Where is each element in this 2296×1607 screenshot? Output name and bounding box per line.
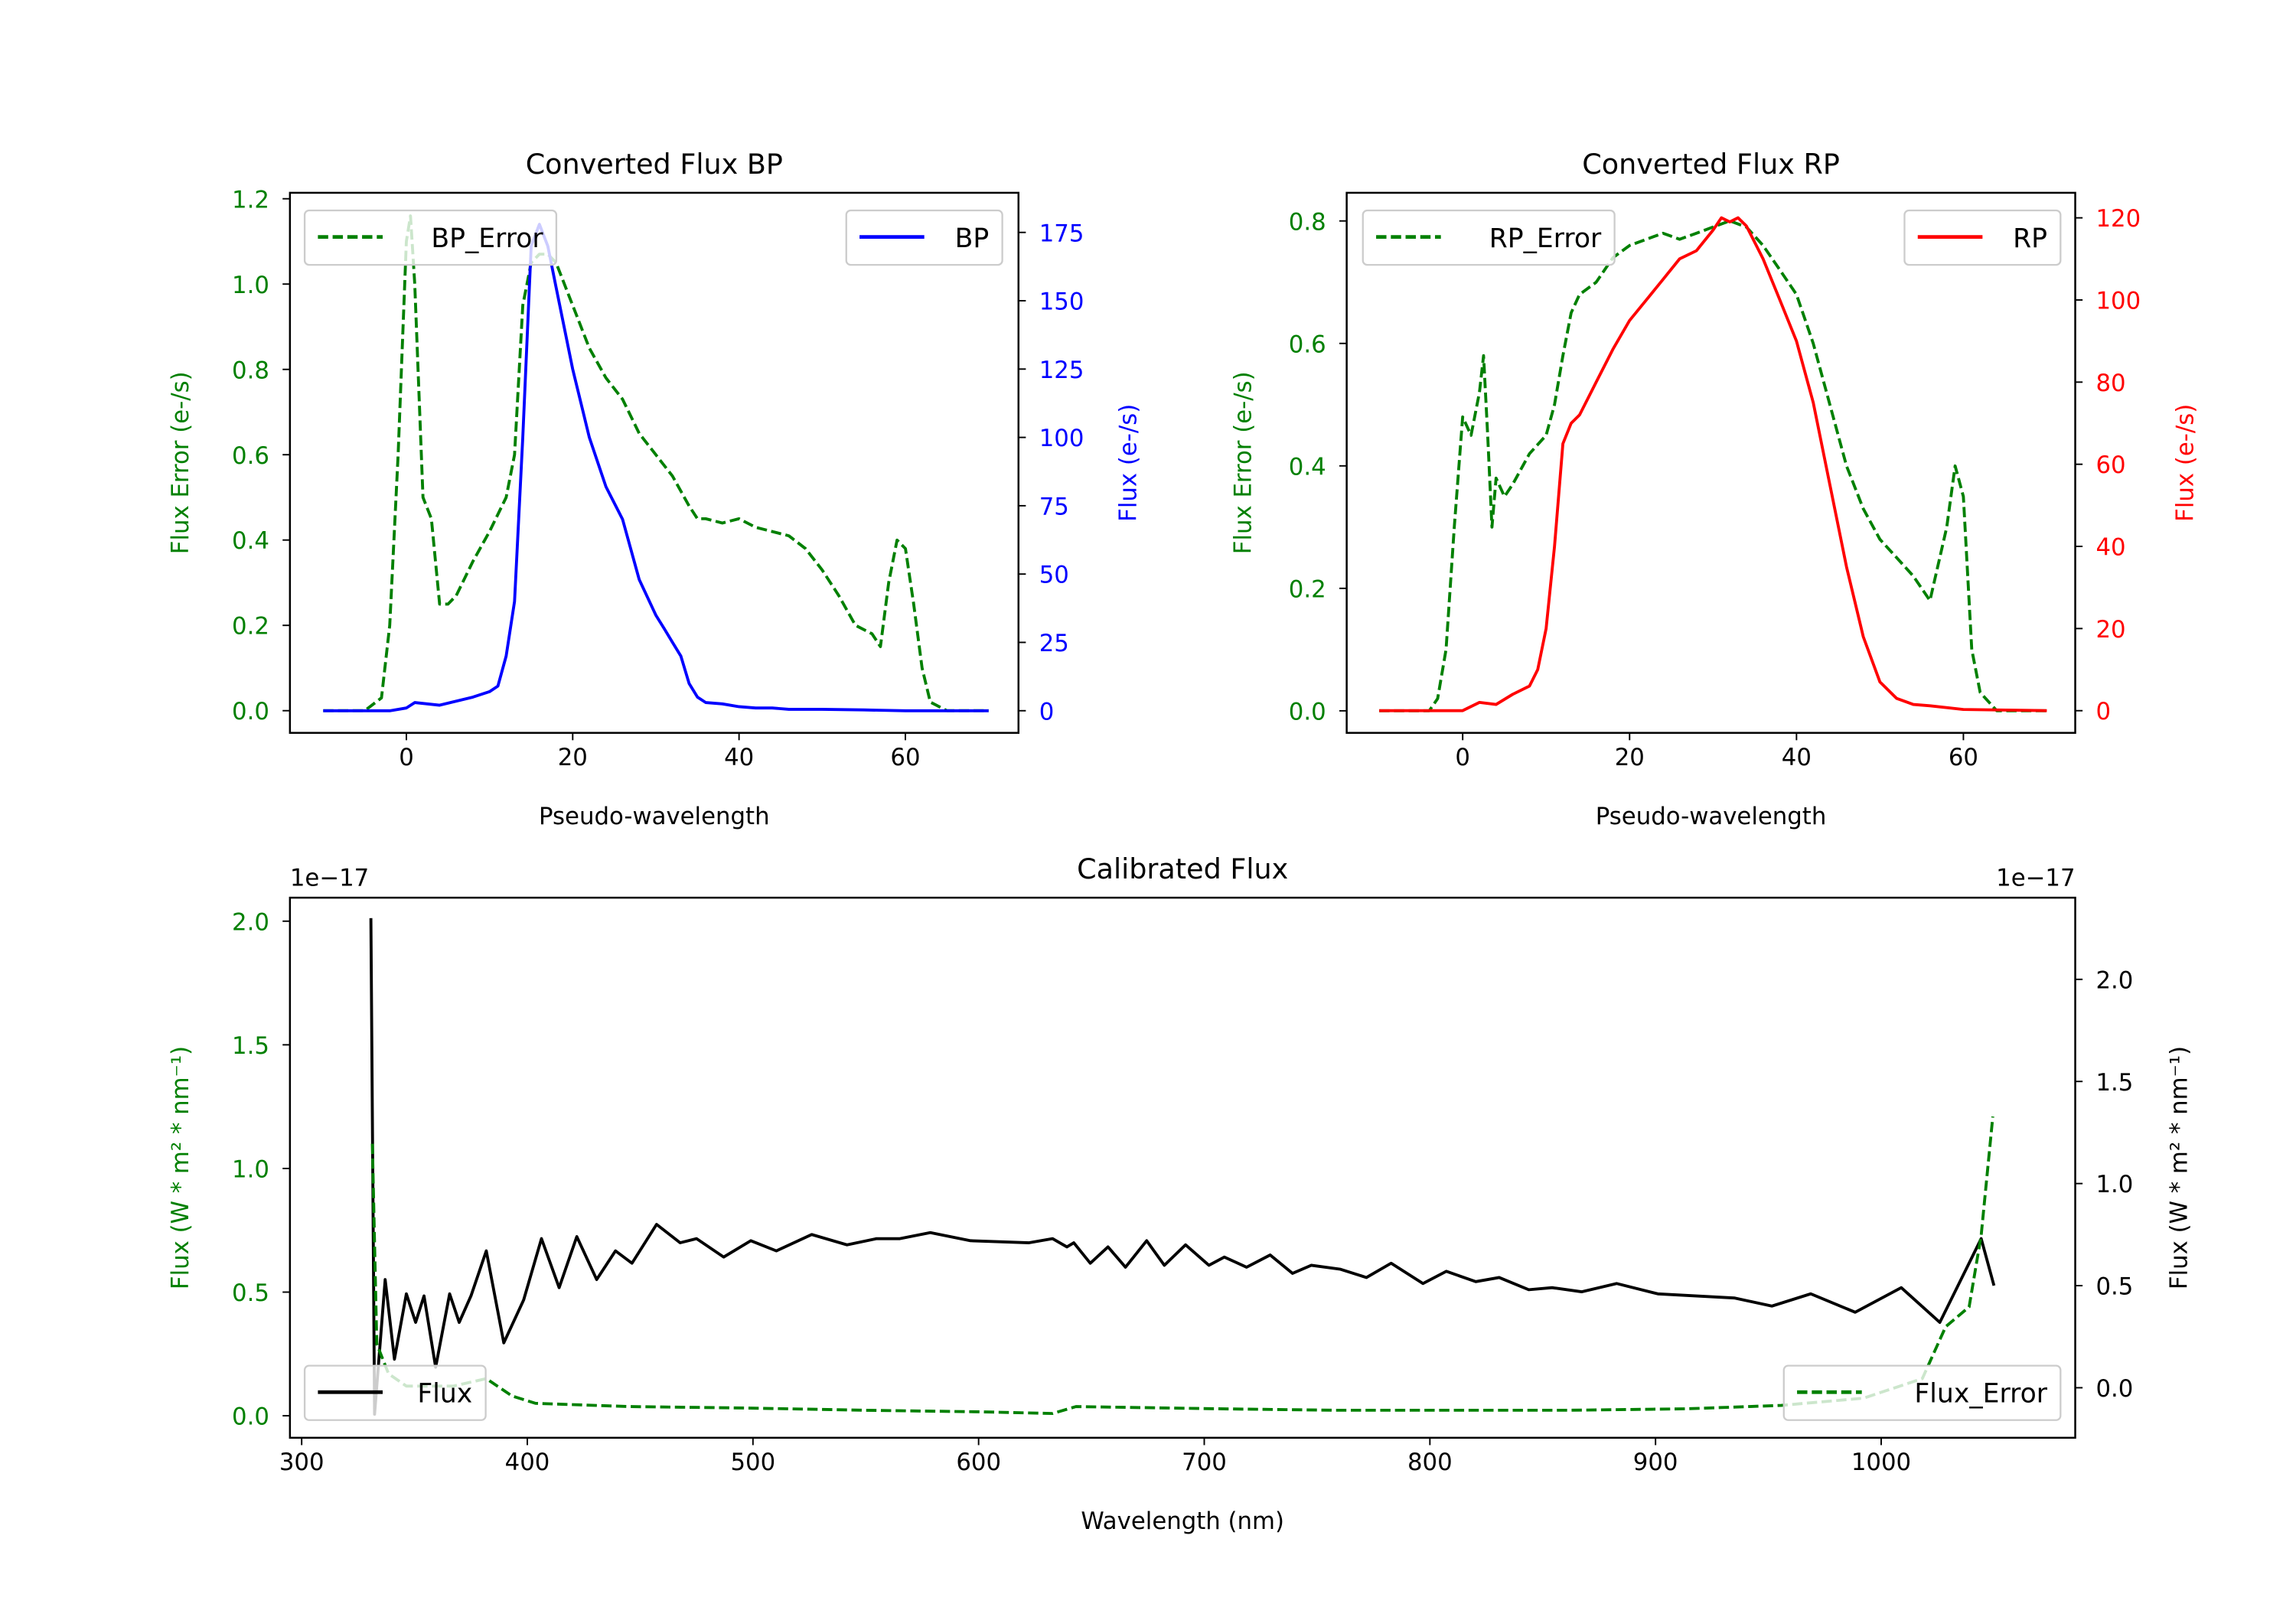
- x-tick-label: 40: [1782, 744, 1812, 771]
- x-axis-label: Pseudo-wavelength: [539, 803, 770, 830]
- x-tick-label: 60: [890, 744, 920, 771]
- y-right-tick-label: 80: [2095, 370, 2125, 397]
- y-left-tick-label: 0.0: [1289, 698, 1326, 725]
- y-left-tick-label: 0.0: [232, 698, 269, 725]
- axes-frame: [289, 191, 1020, 734]
- y-right-axis-label: Flux (e-/s): [2171, 404, 2199, 522]
- y-left-tick-label: 0.6: [232, 442, 269, 470]
- y-right-tick-label: 1.5: [2095, 1069, 2133, 1097]
- x-tick-label: 400: [505, 1449, 550, 1476]
- bp-flux-panel: 0 20 40 60 0.0 0.2 0.4 0.6 0.8 1.0 1.2 0 25 50 75 100 12…: [167, 148, 1142, 830]
- legend-bp-error: BP_Error: [303, 209, 558, 266]
- legend-label: BP_Error: [431, 223, 543, 254]
- x-tick-label: 600: [956, 1449, 1001, 1476]
- y-right-offset-label: 1e−17: [1996, 865, 2075, 892]
- series-line-bp-error: [323, 214, 989, 712]
- y-left-tick-label: 1.0: [232, 1156, 269, 1183]
- series-line-rp-error: [1379, 219, 2047, 712]
- y-right-tick-label: 125: [1039, 357, 1084, 384]
- y-left-tick-label: 0.6: [1289, 331, 1326, 358]
- axes-frame: [289, 896, 2076, 1439]
- legend-rp: RP: [1903, 209, 2062, 266]
- y-left-tick-label: 0.8: [1289, 208, 1326, 236]
- x-tick-label: 900: [1633, 1449, 1678, 1476]
- series-line-bp: [323, 223, 989, 712]
- y-right-tick-label: 0: [1039, 698, 1055, 725]
- legend-label: RP_Error: [1489, 223, 1602, 254]
- rp-flux-panel: 0 20 40 60 0.0 0.2 0.4 0.6 0.8 0 20 40 60 80 100 120 Con…: [1230, 148, 2200, 830]
- y-left-axis-label: Flux Error (e-/s): [1230, 371, 1257, 554]
- y-left-tick-label: 0.2: [232, 613, 269, 641]
- legend-label: Flux_Error: [1914, 1379, 2047, 1410]
- x-tick-label: 700: [1182, 1449, 1227, 1476]
- legend-box: [303, 1364, 487, 1421]
- y-right-tick-label: 0: [2095, 698, 2111, 725]
- y-right-tick-label: 150: [1039, 288, 1084, 316]
- y-left-tick-label: 2.0: [232, 908, 269, 936]
- y-left-tick-label: 0.8: [232, 357, 269, 384]
- y-right-tick-label: 50: [1039, 562, 1069, 589]
- x-tick-label: 500: [730, 1449, 775, 1476]
- x-axis-label: Wavelength (nm): [1081, 1508, 1284, 1535]
- x-tick-label: 0: [399, 744, 414, 771]
- x-tick-label: 300: [279, 1449, 325, 1476]
- x-tick-label: 40: [724, 744, 754, 771]
- x-tick-label: 20: [1615, 744, 1645, 771]
- y-left-tick-label: 1.5: [232, 1032, 269, 1060]
- legend-flux-error: Flux_Error: [1782, 1364, 2062, 1421]
- y-right-tick-label: 0.5: [2095, 1273, 2133, 1301]
- y-right-tick-label: 100: [2095, 288, 2141, 315]
- y-left-tick-label: 0.0: [232, 1403, 269, 1431]
- x-tick-label: 0: [1455, 744, 1470, 771]
- y-right-tick-label: 60: [2095, 451, 2125, 479]
- y-right-tick-label: 40: [2095, 534, 2125, 562]
- y-right-tick-label: 100: [1039, 425, 1084, 452]
- y-right-tick-label: 120: [2095, 205, 2141, 233]
- legend-box: [1782, 1364, 2062, 1421]
- y-right-axis-label: Flux (e-/s): [1115, 404, 1143, 522]
- y-right-axis-label: Flux (W * m² * nm⁻¹): [2166, 1046, 2193, 1289]
- series-line-rp: [1379, 216, 2047, 712]
- y-left-tick-label: 0.4: [232, 527, 269, 555]
- chart-title: Calibrated Flux: [1077, 852, 1288, 885]
- y-left-tick-label: 0.5: [232, 1279, 269, 1307]
- y-left-offset-label: 1e−17: [290, 865, 369, 892]
- y-right-tick-label: 0.0: [2095, 1375, 2133, 1403]
- y-right-tick-label: 75: [1039, 493, 1069, 520]
- x-tick-label: 800: [1407, 1449, 1453, 1476]
- y-right-tick-label: 20: [2095, 616, 2125, 644]
- y-right-tick-label: 1.0: [2095, 1171, 2133, 1198]
- legend-label: RP: [2013, 223, 2047, 254]
- legend-label: BP: [955, 223, 990, 254]
- axes-frame: [1345, 191, 2076, 734]
- legend-label: Flux: [417, 1379, 472, 1410]
- legend-rp-error: RP_Error: [1362, 209, 1616, 266]
- y-left-axis-label: Flux Error (e-/s): [167, 371, 194, 554]
- y-right-tick-label: 175: [1039, 220, 1084, 247]
- y-left-tick-label: 1.2: [232, 186, 269, 214]
- x-tick-label: 60: [1949, 744, 1978, 771]
- legend-bp: BP: [845, 209, 1003, 266]
- legend-box: [303, 209, 558, 266]
- y-left-tick-label: 0.2: [1289, 575, 1326, 603]
- chart-title: Converted Flux BP: [526, 148, 783, 181]
- legend-box: [1362, 209, 1616, 266]
- x-tick-label: 20: [558, 744, 588, 771]
- chart-title: Converted Flux RP: [1582, 148, 1840, 181]
- y-right-tick-label: 2.0: [2095, 966, 2133, 994]
- y-right-tick-label: 25: [1039, 630, 1069, 657]
- calibrated-flux-panel: 300 400 500 600 700 800 900 1000 0.0 0.5 1.0 1.5 2.0…: [167, 852, 2193, 1535]
- legend-flux: Flux: [303, 1364, 487, 1421]
- y-left-tick-label: 1.0: [232, 272, 269, 299]
- x-tick-label: 1000: [1851, 1449, 1911, 1476]
- y-left-axis-label: Flux (W * m² * nm⁻¹): [167, 1046, 194, 1289]
- y-left-tick-label: 0.4: [1289, 453, 1326, 481]
- series-line-flux: [369, 918, 1996, 1416]
- x-axis-label: Pseudo-wavelength: [1596, 803, 1827, 830]
